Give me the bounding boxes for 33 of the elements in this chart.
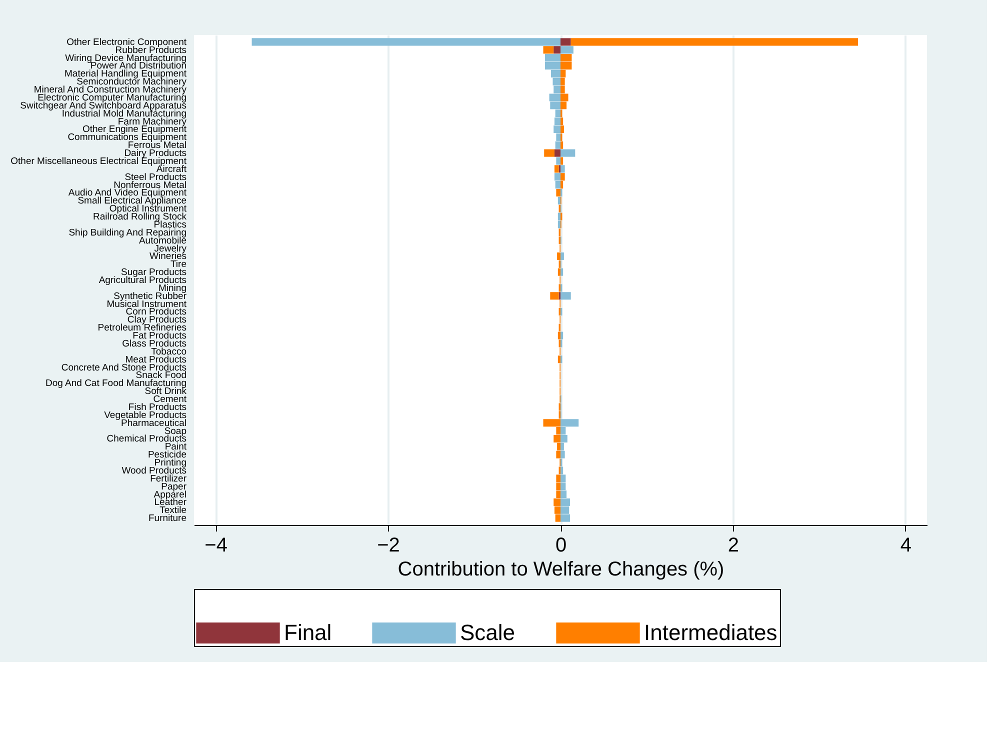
bar xyxy=(556,157,560,165)
y-tick-label: Other Miscellaneous Electrical Equipment xyxy=(10,156,187,167)
y-tick-label: Soap xyxy=(164,426,186,437)
legend-label: Intermediates xyxy=(644,620,778,645)
x-tick-label: −2 xyxy=(377,534,400,556)
y-tick-label: Printing xyxy=(154,458,186,469)
x-tick-label: −4 xyxy=(204,534,228,556)
bar xyxy=(560,165,565,173)
y-tick-label: Electronic Computer Manufacturing xyxy=(38,92,186,104)
bar xyxy=(554,46,560,54)
y-tick-label: Dog And Cat Food Manufacturing xyxy=(45,378,186,390)
bar xyxy=(550,292,559,300)
bar xyxy=(252,38,560,46)
x-tick-label: 0 xyxy=(555,534,567,556)
legend-label: Scale xyxy=(460,620,516,645)
y-tick-label: Tire xyxy=(170,259,186,270)
bar xyxy=(554,149,560,157)
x-axis-title: Contribution to Welfare Changes (%) xyxy=(398,558,724,580)
bar xyxy=(558,196,560,204)
bar xyxy=(554,165,559,173)
bar xyxy=(544,149,554,157)
bar xyxy=(556,188,560,196)
y-tick-label: Furniture xyxy=(148,513,186,524)
bar xyxy=(570,38,858,46)
bar xyxy=(560,46,574,54)
bar xyxy=(543,46,554,54)
x-tick-label: 4 xyxy=(900,534,912,556)
y-tick-label: Industrial Mold Manufacturing xyxy=(62,108,186,120)
x-tick-label: 2 xyxy=(728,534,740,556)
bar xyxy=(560,38,571,46)
bar xyxy=(560,157,564,165)
bar xyxy=(560,149,576,157)
legend-label: Final xyxy=(284,620,332,645)
